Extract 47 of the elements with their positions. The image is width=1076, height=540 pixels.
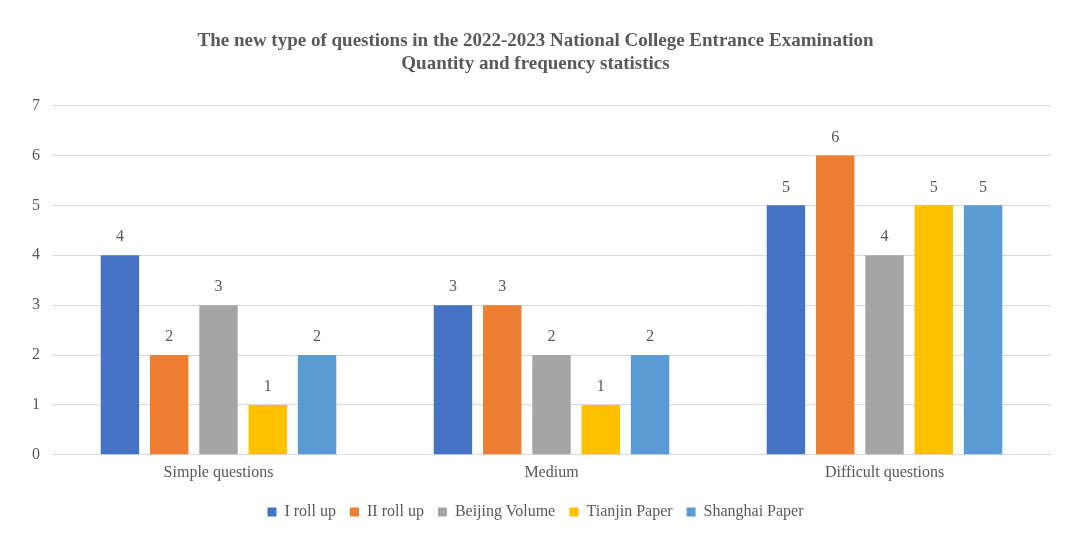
data-label: 1 <box>263 377 272 395</box>
y-tick-label: 6 <box>32 145 40 163</box>
data-label: 1 <box>596 377 605 395</box>
legend-label: II roll up <box>367 502 424 521</box>
bar <box>581 404 621 455</box>
bar <box>532 355 571 455</box>
data-label: 4 <box>880 227 889 245</box>
bar <box>865 255 904 455</box>
legend-label: I roll up <box>284 502 337 521</box>
bar <box>630 355 670 455</box>
y-tick-label: 7 <box>32 95 40 113</box>
bar <box>100 255 140 455</box>
data-label: 5 <box>929 177 938 195</box>
data-label: 6 <box>831 127 840 145</box>
legend-label: Tianjin Paper <box>586 502 674 521</box>
bar <box>199 305 238 455</box>
data-label: 3 <box>498 277 507 295</box>
legend-label: Shanghai Paper <box>703 502 805 521</box>
data-label: 5 <box>979 177 988 195</box>
y-tick-label: 2 <box>32 345 40 363</box>
data-label: 3 <box>448 277 457 295</box>
bar <box>914 205 954 455</box>
x-tick-label: Medium <box>524 462 580 480</box>
data-label: 2 <box>646 327 655 345</box>
bar <box>963 205 1003 455</box>
y-tick-label: 1 <box>32 395 40 413</box>
y-tick-label: 4 <box>32 245 40 263</box>
data-label: 2 <box>165 327 174 345</box>
bar <box>248 404 288 455</box>
legend-label: Beijing Volume <box>454 502 556 521</box>
data-label: 2 <box>547 327 556 345</box>
data-label: 3 <box>214 277 223 295</box>
y-tick-label: 5 <box>32 195 40 213</box>
bar <box>433 305 473 455</box>
y-tick-label: 0 <box>32 445 40 462</box>
bar <box>816 155 855 455</box>
y-tick-label: 3 <box>32 295 40 313</box>
x-tick-label: Simple questions <box>163 462 274 481</box>
data-label: 5 <box>781 177 790 195</box>
data-label: 4 <box>115 227 124 245</box>
bar <box>766 205 806 455</box>
data-label: 2 <box>313 327 322 345</box>
bar <box>150 355 189 455</box>
x-tick-label: Difficult questions <box>824 462 945 481</box>
bar <box>297 355 337 455</box>
bar <box>483 305 522 455</box>
chart-title: The new type of questions in the 2022-2023 National College Entrance Examination Quantity and frequency statistics <box>197 29 874 74</box>
